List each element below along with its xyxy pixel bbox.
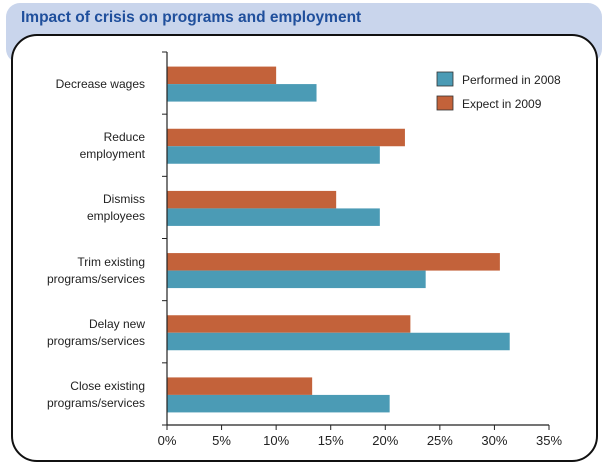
- category-label: Dismiss employees: [86, 192, 145, 224]
- bar-performed-2008-4: [167, 332, 510, 351]
- category-label: Trim existing programs/services: [46, 254, 145, 286]
- chart-title: Impact of crisis on programs and employm…: [21, 9, 362, 26]
- legend-label-1: Expect in 2009: [462, 97, 542, 111]
- x-tick-label: 35%: [536, 433, 562, 448]
- bar-expect-2009-2: [167, 190, 337, 209]
- bar-expect-2009-1: [167, 128, 405, 147]
- legend-swatch-1: [436, 95, 454, 111]
- bar-expect-2009-0: [167, 66, 277, 85]
- category-label: Close existing programs/services: [46, 378, 145, 410]
- x-tick-label: 30%: [481, 433, 507, 448]
- x-tick-label: 25%: [427, 433, 453, 448]
- category-label: Decrease wages: [55, 76, 145, 91]
- x-tick-label: 20%: [372, 433, 398, 448]
- bar-expect-2009-3: [167, 253, 500, 271]
- bar-performed-2008-0: [167, 84, 317, 102]
- x-tick-label: 10%: [263, 433, 289, 448]
- bar-expect-2009-4: [167, 315, 411, 333]
- x-tick-label: 0%: [158, 433, 177, 448]
- bar-performed-2008-3: [167, 270, 426, 289]
- bar-performed-2008-2: [167, 208, 380, 226]
- bar-expect-2009-5: [167, 377, 313, 395]
- x-tick-label: 5%: [212, 433, 231, 448]
- legend-swatch-0: [436, 71, 454, 87]
- category-label: Reduce employment: [79, 130, 145, 162]
- x-tick-label: 15%: [318, 433, 344, 448]
- category-label: Delay new programs/services: [46, 316, 145, 348]
- bar-performed-2008-1: [167, 146, 380, 164]
- legend-label-0: Performed in 2008: [462, 73, 561, 87]
- bar-performed-2008-5: [167, 394, 390, 413]
